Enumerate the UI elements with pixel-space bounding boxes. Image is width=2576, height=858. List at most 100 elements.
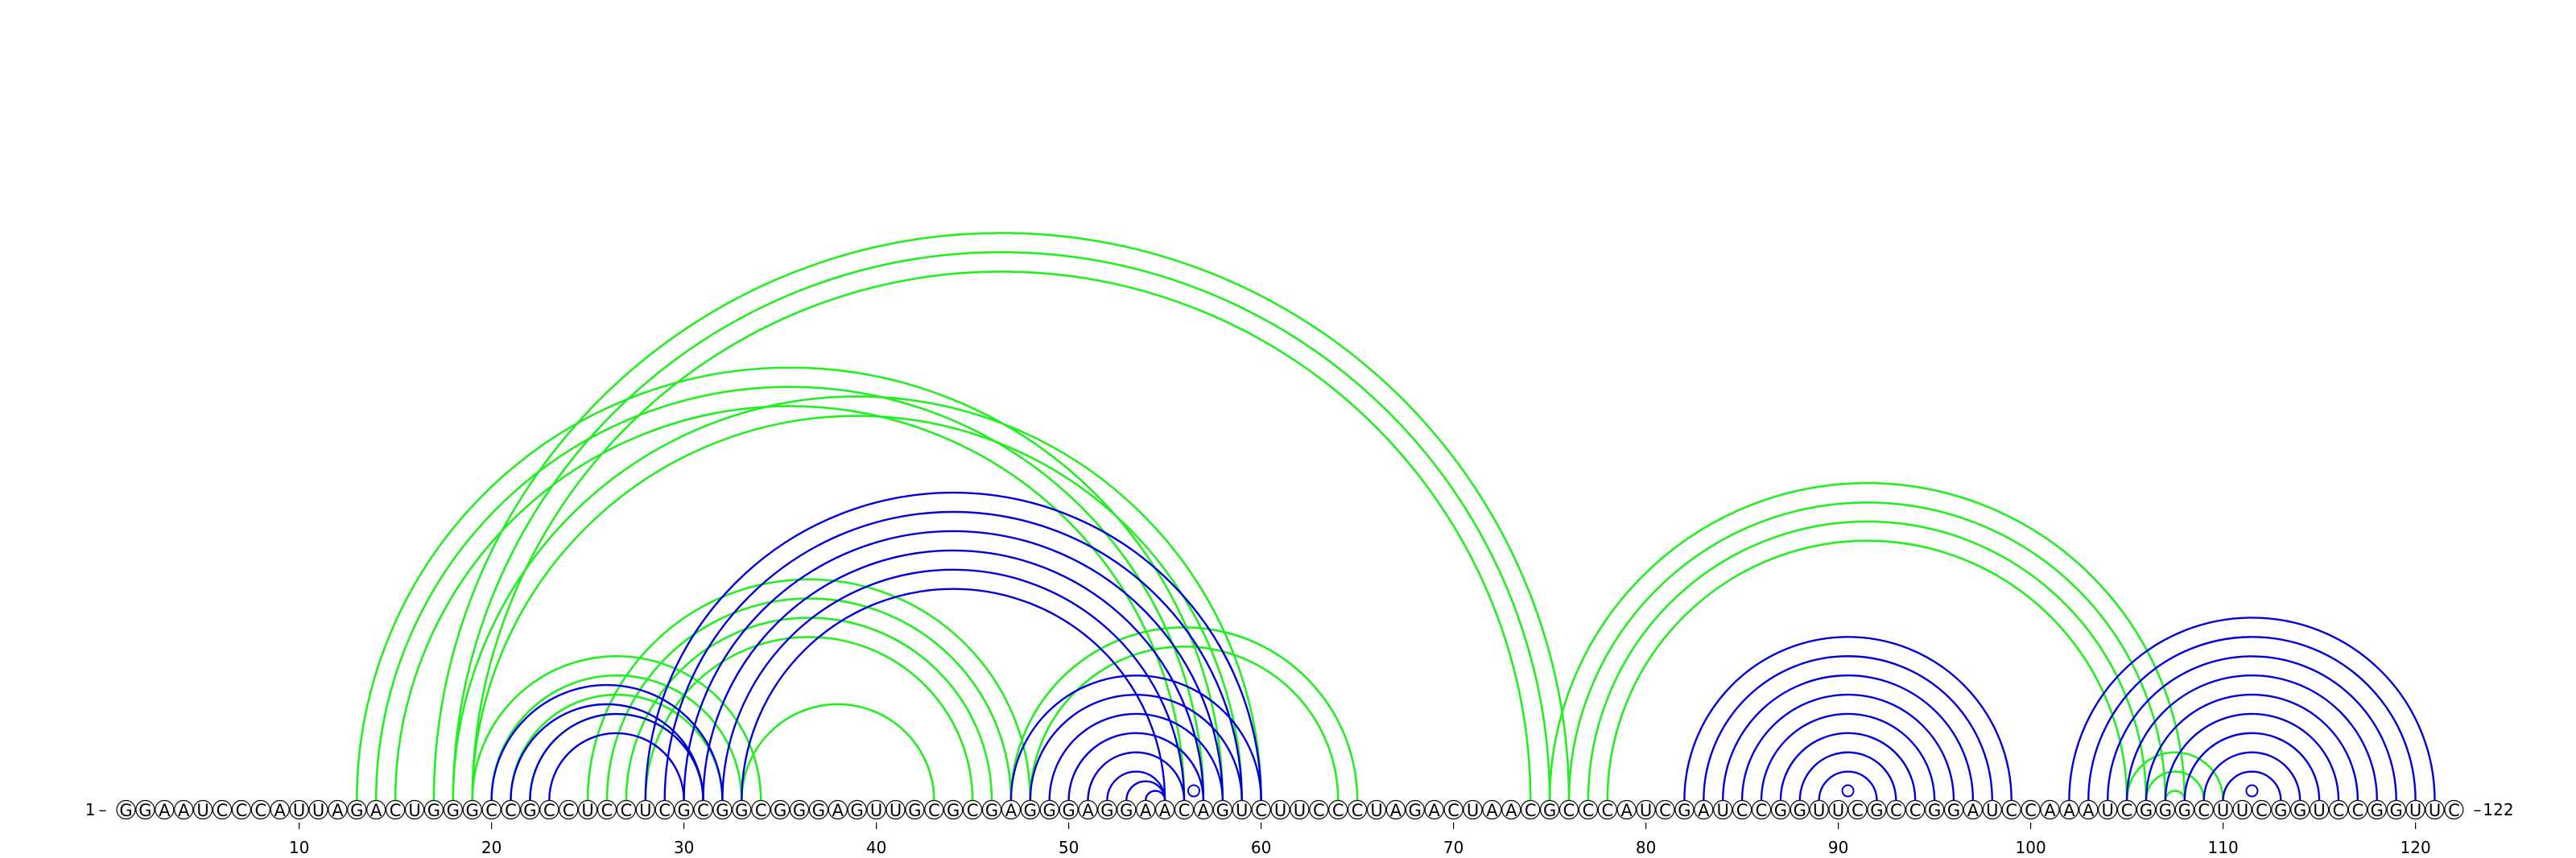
nucleotide: A: [1501, 799, 1521, 820]
nucleotide-letter: C: [1756, 801, 1768, 820]
nucleotide-circle: [1905, 799, 1926, 820]
tick-label: 110: [2208, 838, 2239, 857]
nucleotide: U: [1636, 799, 1656, 820]
nucleotide: U: [1809, 799, 1829, 820]
blue-pair-arc: [2087, 636, 2417, 801]
nucleotide: A: [1193, 799, 1214, 820]
nucleotide-letter: C: [485, 801, 497, 820]
nucleotide: G: [712, 799, 733, 820]
nucleotide-letter: G: [851, 801, 864, 820]
blue-pair-arc: [2202, 751, 2301, 801]
nucleotide: U: [2405, 799, 2425, 820]
nucleotide-letter: C: [621, 801, 633, 820]
nucleotide: C: [1174, 799, 1195, 820]
green-pair-arc: [625, 617, 993, 801]
nucleotide: C: [1251, 799, 1271, 820]
nucleotide-letter: G: [812, 801, 825, 820]
nucleotide-circle: [1482, 799, 1502, 820]
nucleotide: A: [1154, 799, 1175, 820]
green-pair-arc: [586, 578, 1032, 801]
nucleotide-circle: [501, 799, 521, 820]
nucleotide-letter: G: [1928, 801, 1941, 820]
nucleotide-circle: [1424, 799, 1444, 820]
nucleotide-circle: [231, 799, 251, 820]
nucleotide-letter: A: [2083, 801, 2095, 820]
tick-label: 30: [674, 838, 694, 857]
nucleotide-circle: [174, 799, 194, 820]
nucleotide-letter: U: [1236, 801, 1248, 820]
nucleotide-circle: [1809, 799, 1829, 820]
nucleotide-letter: C: [1447, 801, 1459, 820]
nucleotide-circle: [770, 799, 791, 820]
nucleotide: G: [116, 799, 136, 820]
nucleotide-letter: A: [1429, 801, 1441, 820]
nucleotide-circle: [1174, 799, 1195, 820]
nucleotide: A: [1136, 799, 1156, 820]
green-pair-arc: [2145, 770, 2205, 801]
nucleotide-letter: A: [1005, 801, 1018, 820]
nucleotide: C: [2252, 799, 2272, 820]
nucleotide-letter: G: [350, 801, 363, 820]
nucleotide-letter: G: [2390, 801, 2403, 820]
nucleotide-circle: [693, 799, 713, 820]
nucleotide-letter: A: [1621, 801, 1633, 820]
nucleotide: C: [2001, 799, 2021, 820]
blue-pair-arc: [1087, 751, 1186, 801]
nucleotide-circle: [1212, 799, 1232, 820]
nucleotide-circle: [1328, 799, 1348, 820]
nucleotide-circle: [1232, 799, 1252, 820]
nucleotide-letter: G: [1062, 801, 1075, 820]
blue-pair-arc: [2068, 617, 2436, 801]
nucleotide-letter: G: [716, 801, 729, 820]
blue-pair-arc: [644, 491, 1262, 801]
nucleotide-letter: A: [332, 801, 344, 820]
nucleotide-circle: [1790, 799, 1810, 820]
nucleotide: U: [1982, 799, 2002, 820]
nucleotide: A: [366, 799, 386, 820]
nucleotide: U: [2213, 799, 2233, 820]
nucleotide-circle: [962, 799, 983, 820]
nucleotide-letter: G: [1543, 801, 1556, 820]
nucleotide-letter: G: [908, 801, 921, 820]
blue-pair-arc: [741, 588, 1166, 801]
nucleotide-letter: G: [427, 801, 440, 820]
nucleotide: G: [789, 799, 810, 820]
nucleotide: U: [289, 799, 309, 820]
nucleotide-letter: G: [793, 801, 806, 820]
nucleotide-circle: [1501, 799, 1521, 820]
nucleotide-letter: G: [1043, 801, 1056, 820]
loop-marker: [1187, 784, 1200, 798]
nucleotide-letter: A: [1698, 801, 1710, 820]
nucleotide-circle: [1136, 799, 1156, 820]
nucleotide-circle: [2252, 799, 2272, 820]
nucleotide-circle: [135, 799, 155, 820]
nucleotide-letter: C: [563, 801, 575, 820]
nucleotide-letter: C: [2005, 801, 2017, 820]
nucleotide-circle: [212, 799, 233, 820]
nucleotide-circle: [577, 799, 598, 820]
blue-pair-arc: [1818, 770, 1878, 801]
nucleotide: A: [1001, 799, 1022, 820]
nucleotide-letter: C: [697, 801, 709, 820]
green-pair-arc: [605, 597, 1013, 801]
blue-pair-arc: [1145, 790, 1166, 801]
nucleotide-circle: [1539, 799, 1560, 820]
nucleotide: C: [616, 799, 637, 820]
nucleotide-circle: [1521, 799, 1541, 820]
nucleotide-circle: [1732, 799, 1752, 820]
nucleotide: A: [1694, 799, 1714, 820]
nucleotide-circle: [1251, 799, 1271, 820]
nucleotide-letter: C: [1352, 801, 1364, 820]
blue-pair-arc: [1067, 732, 1205, 801]
nucleotide: G: [1674, 799, 1695, 820]
nucleotide-circle: [1020, 799, 1040, 820]
nucleotide: C: [1597, 799, 1617, 820]
nucleotide: U: [308, 799, 328, 820]
green-pair-arc: [394, 405, 1186, 801]
green-pair-arc: [1587, 520, 2148, 801]
tick-label: 90: [1828, 838, 1848, 857]
nucleotide: G: [847, 799, 867, 820]
green-pair-arc: [490, 674, 743, 801]
nucleotide-circle: [1097, 799, 1117, 820]
nucleotide-circle: [1193, 799, 1214, 820]
